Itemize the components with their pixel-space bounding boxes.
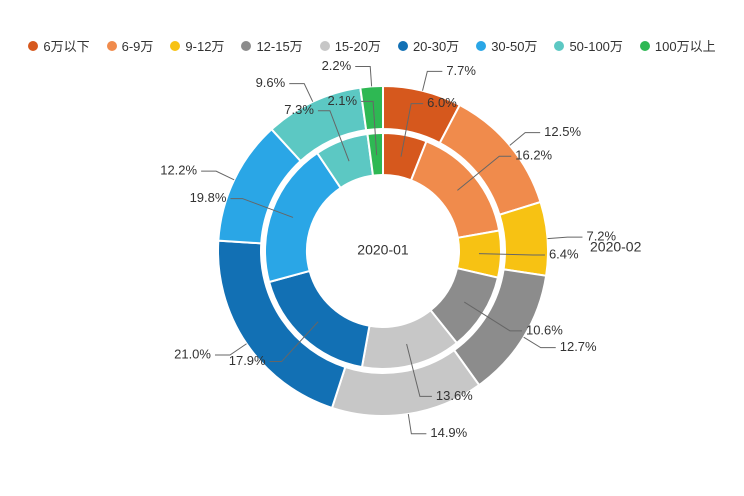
legend-swatch-icon — [476, 40, 487, 51]
chart-labels: 6.0% 16.2% 6.4% 10.6% 13.6% 17.9% 19.8% 7.3% 2.1… — [160, 58, 616, 440]
label-leader-line — [478, 253, 545, 256]
legend-item-6万以下[interactable]: 6万以下 — [28, 36, 90, 55]
label-2020-01-6万以下: 6.0% — [400, 95, 457, 157]
slice-2020-01-100万以上[interactable] — [366, 131, 384, 177]
legend-item-20-30万[interactable]: 20-30万 — [397, 36, 460, 55]
label-2020-02-9-12万: 7.2% — [547, 229, 617, 244]
legend-item-30-50万[interactable]: 30-50万 — [476, 36, 537, 55]
percentage-label: 7.7% — [446, 63, 476, 78]
percentage-label: 14.9% — [430, 425, 467, 440]
label-leader-line — [230, 198, 294, 218]
label-leader-line — [317, 110, 350, 162]
legend-item-6-9万[interactable]: 6-9万 — [106, 36, 154, 55]
label-2020-01-9-12万: 6.4% — [478, 246, 579, 261]
legend-label: 30-50万 — [491, 39, 538, 54]
chart-legend: 6万以下 6-9万 9-12万 12-15万 15-20万 20-30万 30-50万 50-… — [0, 36, 744, 55]
percentage-label: 12.7% — [560, 339, 597, 354]
slice-2020-02-100万以上[interactable] — [359, 84, 384, 132]
legend-item-9-12万[interactable]: 9-12万 — [170, 36, 224, 55]
legend-swatch-icon — [241, 40, 252, 51]
percentage-label: 21.0% — [174, 346, 211, 361]
percentage-label: 16.2% — [515, 148, 552, 163]
percentage-label: 17.9% — [229, 353, 266, 368]
legend-swatch-icon — [28, 40, 39, 51]
legend-item-50-100万[interactable]: 50-100万 — [554, 36, 623, 55]
legend-label: 50-100万 — [569, 39, 623, 54]
chart-slices — [217, 84, 549, 417]
percentage-label: 2.1% — [327, 93, 357, 108]
percentage-label: 7.3% — [284, 102, 314, 117]
label-leader-line — [201, 170, 235, 181]
label-2020-01-20-30万: 17.9% — [229, 321, 319, 368]
label-leader-line — [457, 155, 512, 191]
legend-swatch-icon — [554, 40, 565, 51]
label-2020-02-30-50万: 12.2% — [160, 163, 235, 181]
label-leader-line — [406, 343, 432, 397]
label-leader-line — [509, 132, 541, 146]
legend-swatch-icon — [397, 40, 408, 51]
percentage-label: 10.6% — [526, 322, 563, 337]
label-2020-02-15-20万: 14.9% — [407, 413, 468, 440]
label-2020-02-6万以下: 7.7% — [422, 63, 476, 91]
label-leader-line — [400, 103, 424, 157]
label-leader-line — [355, 65, 373, 87]
percentage-label: 19.8% — [190, 190, 227, 205]
legend-swatch-icon — [639, 40, 650, 51]
label-leader-line — [547, 236, 583, 240]
label-leader-line — [407, 413, 427, 435]
label-2020-02-50-100万: 9.6% — [256, 75, 314, 102]
percentage-label: 7.2% — [586, 229, 616, 244]
legend-item-15-20万[interactable]: 15-20万 — [319, 36, 381, 55]
label-leader-line — [464, 301, 522, 332]
label-2020-01-100万以上: 2.1% — [327, 93, 378, 156]
label-2020-02-12-15万: 12.7% — [523, 336, 597, 354]
label-leader-line — [214, 343, 247, 356]
percentage-label: 6.4% — [549, 246, 579, 261]
legend-label: 20-30万 — [412, 39, 460, 54]
percentage-label: 12.2% — [160, 163, 197, 178]
label-2020-01-12-15万: 10.6% — [464, 301, 563, 337]
legend-label: 12-15万 — [256, 39, 303, 54]
percentage-label: 13.6% — [436, 388, 473, 403]
percentage-label: 9.6% — [256, 75, 286, 90]
label-leader-line — [269, 321, 319, 363]
label-2020-02-6-9万: 12.5% — [509, 124, 581, 146]
slice-2020-02-9-12万[interactable] — [498, 200, 549, 277]
label-leader-line — [289, 83, 314, 102]
legend-item-100万以上[interactable]: 100万以上 — [639, 36, 716, 55]
percentage-label: 6.0% — [427, 95, 457, 110]
label-2020-01-30-50万: 19.8% — [190, 190, 294, 218]
label-leader-line — [523, 336, 556, 349]
legend-swatch-icon — [106, 40, 117, 51]
label-2020-01-50-100万: 7.3% — [284, 102, 350, 162]
label-leader-line — [422, 70, 443, 91]
label-2020-02-20-30万: 21.0% — [174, 343, 247, 361]
legend-label: 15-20万 — [334, 39, 381, 54]
legend-swatch-icon — [170, 40, 181, 51]
label-leader-line — [361, 100, 378, 156]
label-2020-01-15-20万: 13.6% — [406, 343, 473, 403]
legend-item-12-15万[interactable]: 12-15万 — [241, 36, 303, 55]
legend-label: 100万以上 — [654, 39, 716, 54]
percentage-label: 2.2% — [322, 58, 352, 73]
legend-label: 6-9万 — [121, 39, 154, 54]
inner-series-name-label: 2020-01 — [357, 242, 409, 258]
percentage-label: 12.5% — [544, 124, 581, 139]
legend-swatch-icon — [319, 40, 330, 51]
label-2020-01-6-9万: 16.2% — [457, 148, 553, 191]
label-2020-02-100万以上: 2.2% — [322, 58, 373, 87]
outer-series-name-label: 2020-02 — [590, 239, 642, 255]
legend-label: 6万以下 — [43, 39, 90, 54]
legend-label: 9-12万 — [185, 39, 225, 54]
